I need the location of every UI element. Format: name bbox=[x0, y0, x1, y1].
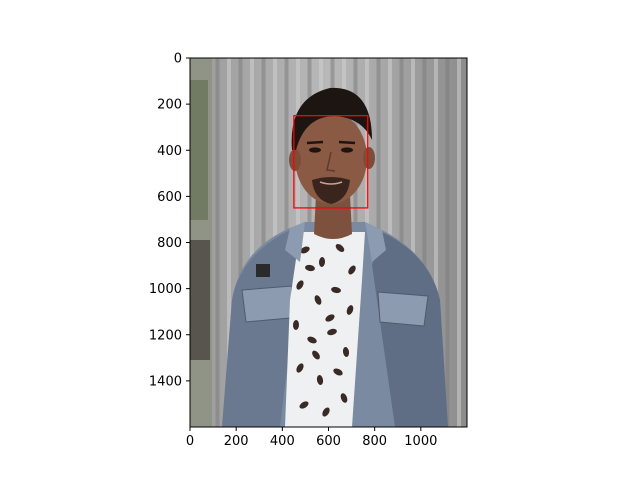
shirt-pattern-mark bbox=[318, 257, 326, 267]
wall-ridge bbox=[250, 58, 254, 427]
wall-ridge bbox=[227, 58, 231, 427]
shirt-pattern-mark bbox=[307, 336, 317, 344]
face-bounding-box bbox=[293, 115, 369, 209]
shirt-pattern-mark bbox=[312, 350, 320, 360]
wall-ridge bbox=[411, 58, 415, 427]
shirt-pattern-mark bbox=[335, 244, 345, 252]
y-tick-label: 800 bbox=[157, 236, 182, 251]
y-tick-label: 0 bbox=[174, 52, 182, 67]
shirt-pattern-mark bbox=[316, 375, 324, 385]
y-axis: 0 200 400 600 800 1000 1200 1400 bbox=[149, 52, 190, 389]
shirt-pattern-mark bbox=[325, 314, 335, 322]
wall-ridge bbox=[469, 58, 473, 427]
x-tick-label: 200 bbox=[224, 434, 249, 449]
y-tick-label: 1400 bbox=[149, 374, 182, 389]
shirt-pattern-mark bbox=[331, 286, 341, 294]
y-tick-label: 1200 bbox=[149, 328, 182, 343]
person bbox=[222, 87, 448, 427]
shirt-pattern-mark bbox=[296, 280, 304, 290]
shirt-pattern bbox=[292, 244, 356, 417]
x-tick-label: 0 bbox=[186, 434, 194, 449]
shirt-pattern-mark bbox=[342, 347, 350, 357]
shirt-pattern-mark bbox=[314, 295, 322, 305]
x-tick-label: 1000 bbox=[404, 434, 437, 449]
shirt-pattern-mark bbox=[299, 401, 309, 409]
shirt-pattern-mark bbox=[340, 393, 348, 403]
wall-ridge bbox=[445, 58, 450, 427]
x-tick-label: 600 bbox=[316, 434, 341, 449]
wall-ridge bbox=[422, 58, 427, 427]
shirt-pattern-mark bbox=[327, 328, 337, 336]
shirt-pattern-mark bbox=[333, 368, 343, 376]
wall-ridge bbox=[238, 58, 243, 427]
shirt-pattern-mark bbox=[346, 305, 354, 315]
y-tick-label: 400 bbox=[157, 144, 182, 159]
y-tick-label: 200 bbox=[157, 98, 182, 113]
shirt-pattern-mark bbox=[348, 265, 356, 275]
x-axis: 0 200 400 600 800 1000 bbox=[186, 427, 437, 449]
shirt-pattern-mark bbox=[292, 320, 300, 330]
y-tick-label: 1000 bbox=[149, 282, 182, 297]
wall-ridge bbox=[215, 58, 220, 427]
photo-image bbox=[190, 58, 473, 427]
shirt-pattern-mark bbox=[322, 407, 330, 417]
wall-ridge bbox=[434, 58, 438, 427]
shirt-pattern-mark bbox=[300, 246, 310, 254]
shirt-pattern-mark bbox=[296, 363, 304, 373]
wall-ridge bbox=[261, 58, 266, 427]
y-tick-label: 600 bbox=[157, 190, 182, 205]
x-tick-label: 800 bbox=[362, 434, 387, 449]
shirt-pattern-mark bbox=[305, 264, 315, 272]
x-tick-label: 400 bbox=[270, 434, 295, 449]
wall-ridge bbox=[457, 58, 461, 427]
